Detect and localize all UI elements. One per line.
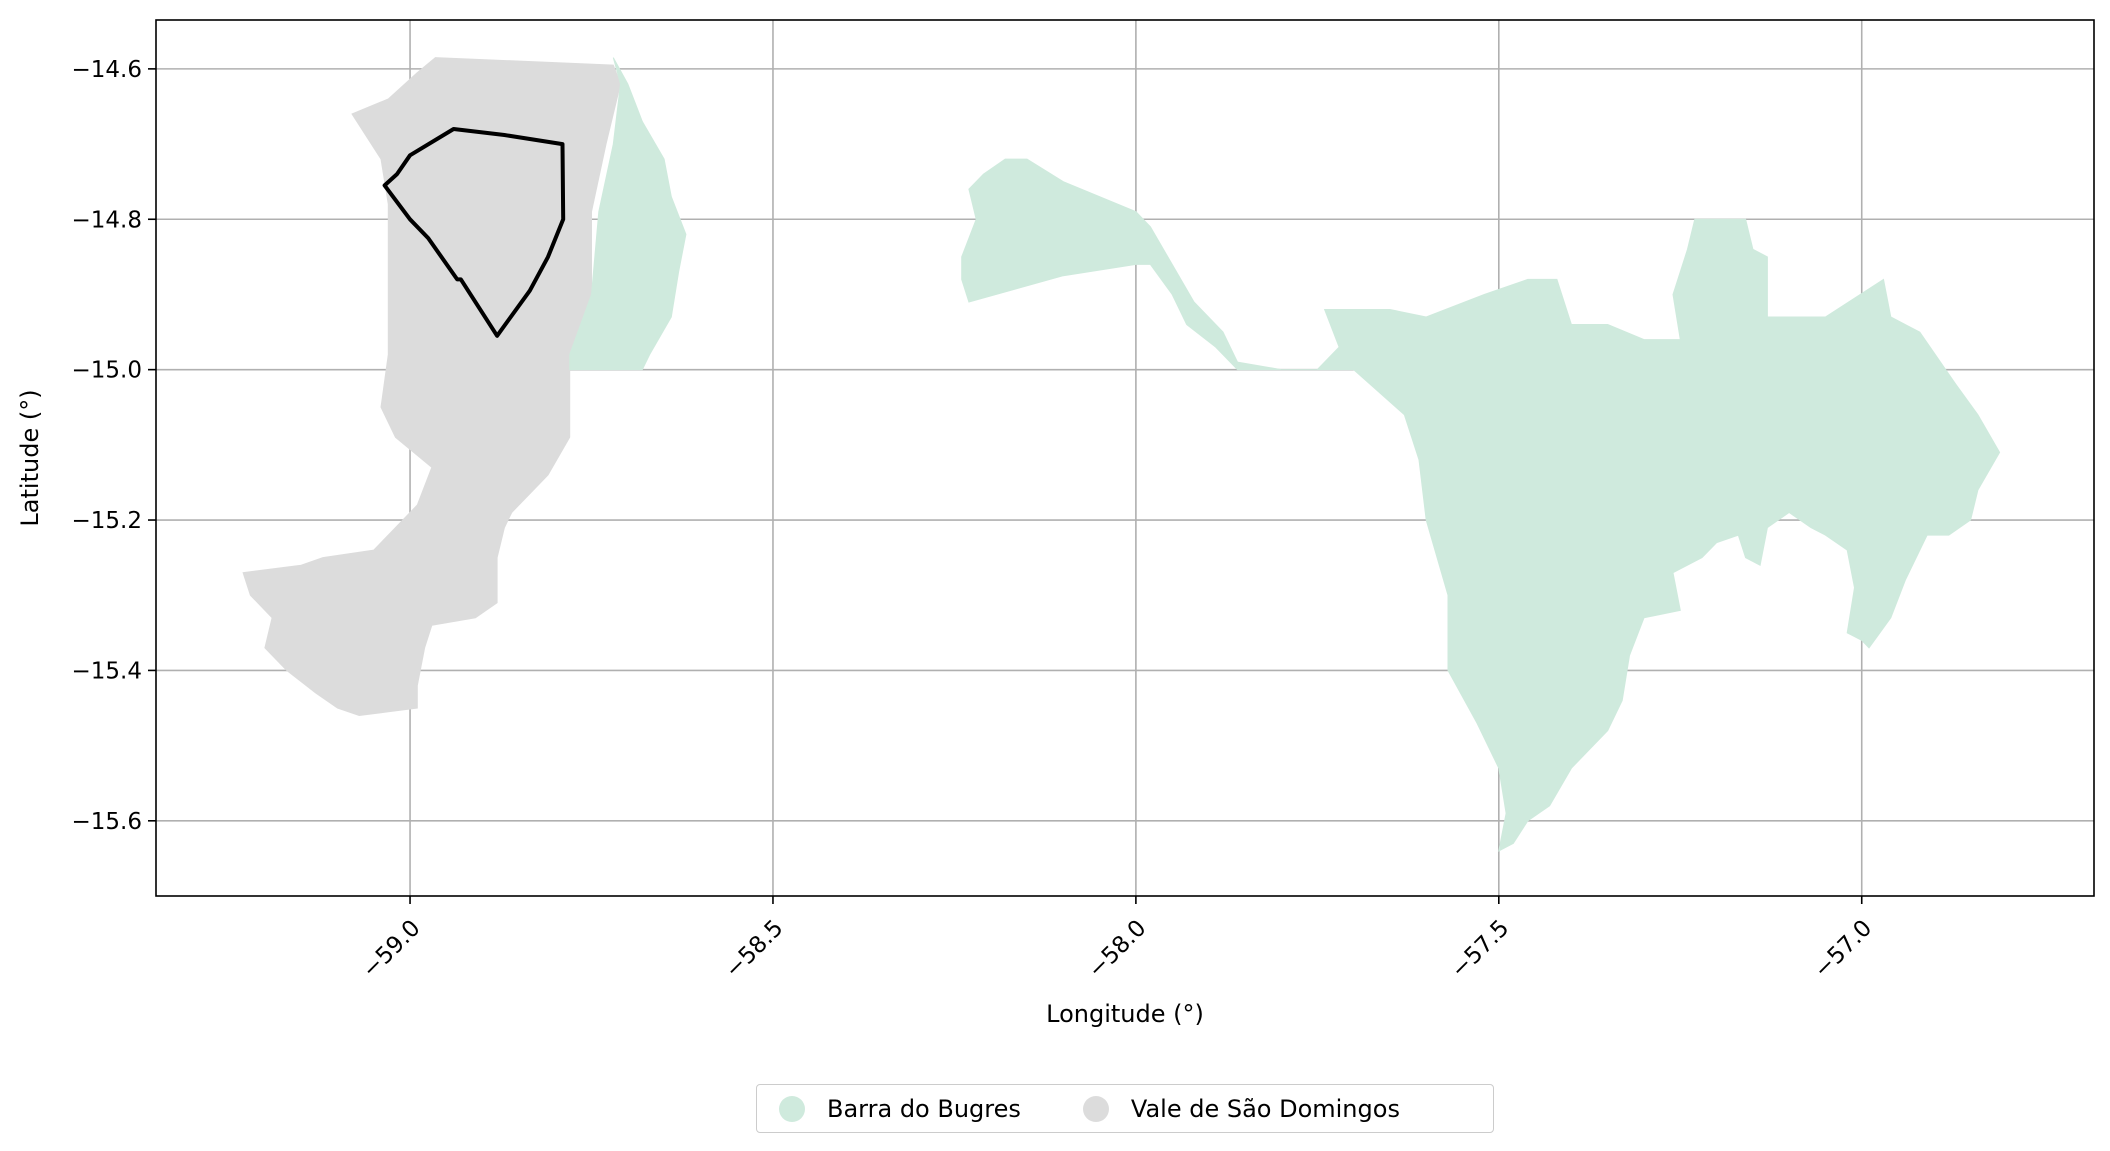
y-tick-label: −15.0 [72,358,142,384]
x-tick-label: −57.0 [1809,915,1877,983]
legend-marker-icon [1083,1096,1109,1122]
legend-label: Barra do Bugres [827,1095,1021,1123]
x-tick-label: −58.0 [1083,915,1151,983]
legend-item-barra-do-bugres: Barra do Bugres [779,1095,1021,1123]
x-tick-label: −57.5 [1446,915,1514,983]
y-tick-label: −14.8 [72,207,142,233]
legend-label: Vale de São Domingos [1131,1095,1400,1123]
region-barra-do-bugres [962,159,2000,851]
legend: Barra do Bugres Vale de São Domingos [756,1084,1494,1133]
y-tick-label: −15.6 [72,809,142,835]
legend-item-vale-de-sao-domingos: Vale de São Domingos [1083,1095,1400,1123]
x-axis-label: Longitude (°) [1046,1000,1204,1028]
region-layer [243,58,2000,851]
x-tick-label: −58.5 [720,915,788,983]
y-tick-label: −15.4 [72,658,142,684]
legend-marker-icon [779,1096,805,1122]
x-tick-label: −59.0 [357,915,425,983]
y-axis-label: Latitude (°) [16,389,44,526]
y-tick-label: −15.2 [72,508,142,534]
y-tick-label: −14.6 [72,57,142,83]
